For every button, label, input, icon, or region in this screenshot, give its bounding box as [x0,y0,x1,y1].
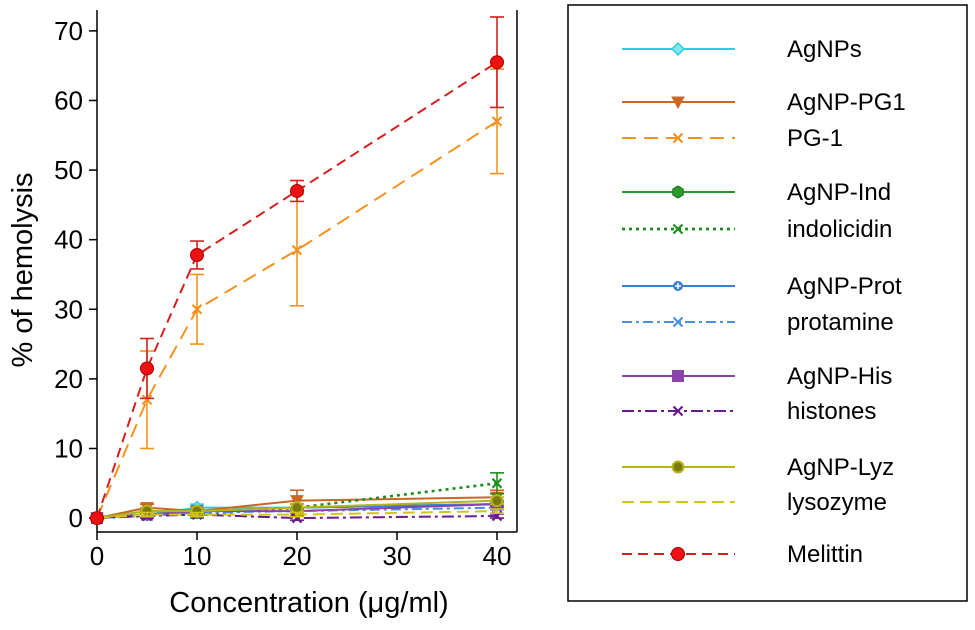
legend-label-pg-1: PG-1 [787,125,843,152]
legend-marker-agnp-his [673,371,684,382]
legend: AgNPs AgNP-PG1 PG-1 AgNP-Ind indolicidin AgNP… [568,5,967,601]
y-tick-label: 50 [54,155,83,185]
y-tick-label: 70 [54,16,83,46]
legend-box [568,5,967,601]
legend-marker-agnps [672,43,684,55]
legend-label-agnp-ind: AgNP-Ind [787,179,891,206]
y-tick-label: 20 [54,364,83,394]
y-tick-label: 0 [69,503,83,533]
legend-label-lysozyme: lysozyme [787,489,887,516]
legend-label-agnp-lyz: AgNP-Lyz [787,454,894,481]
plot-area: 0 10 20 30 40 50 60 70 0 10 20 30 40 [54,10,517,571]
legend-label-protamine: protamine [787,309,894,336]
legend-label-agnp-his: AgNP-His [787,363,892,390]
hemolysis-chart: 0102030405060700 10 20 30 40 % of hemolysis … [0,0,975,625]
x-tick-label: 40 [483,541,512,571]
data-point-melittin [91,512,104,525]
chart-root: 0 10 20 30 40 50 60 70 0 10 20 30 40 % of hemolysis … [0,0,975,625]
data-point-melittin [491,56,504,69]
data-point-agnp-lyz [292,502,303,513]
legend-marker-agnp-lyz [673,462,684,473]
x-tick-label: 0 [90,541,104,571]
legend-marker-protamine [674,318,683,327]
legend-label-indolicidin: indolicidin [787,216,892,243]
y-axis-label: % of hemolysis [7,172,39,367]
legend-marker-melittin [672,548,685,561]
y-tick-label: 10 [54,433,83,463]
legend-label-agnp-pg1: AgNP-PG1 [787,89,906,116]
legend-label-histones: histones [787,398,876,425]
data-point-melittin [291,184,304,197]
legend-marker-agnp-ind [673,186,683,198]
legend-marker-indolicidin [674,225,683,234]
data-point-melittin [191,248,204,261]
legend-label-agnp-prot: AgNP-Prot [787,273,902,300]
x-tick-label: 10 [183,541,212,571]
y-tick-label: 40 [54,225,83,255]
series-pg-1 [93,69,505,522]
y-tick-label: 30 [54,294,83,324]
x-tick-label: 30 [383,541,412,571]
y-tick-label: 60 [54,85,83,115]
x-tick-label: 20 [283,541,312,571]
legend-label-melittin: Melittin [787,541,863,568]
x-axis-label: Concentration (μg/ml) [169,587,448,619]
legend-label-agnps: AgNPs [787,36,862,63]
data-point-melittin [141,362,154,375]
data-point-agnp-lyz [492,495,503,506]
